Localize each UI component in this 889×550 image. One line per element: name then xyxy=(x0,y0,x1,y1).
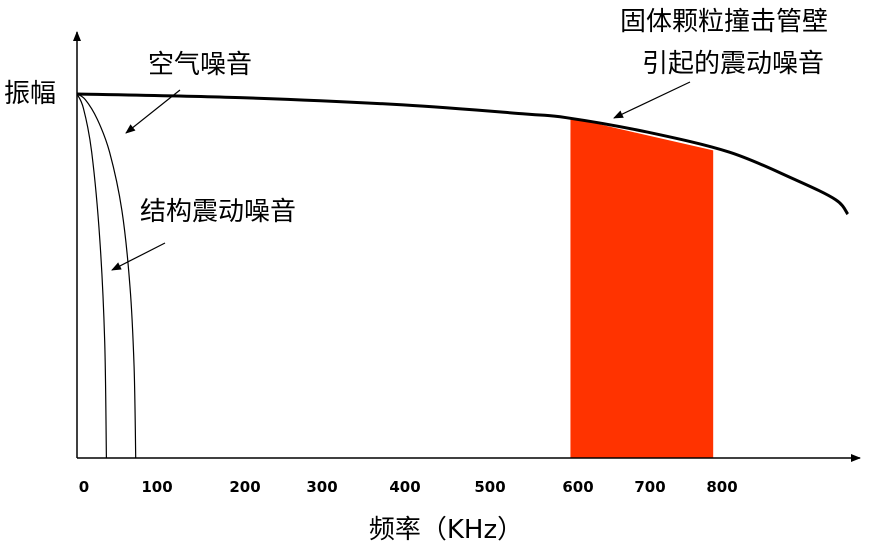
x-tick-label: 0 xyxy=(79,478,89,496)
annotation-particle-noise-line2: 引起的震动噪音 xyxy=(642,49,824,79)
x-tick-label: 500 xyxy=(474,478,505,496)
x-tick-label: 400 xyxy=(389,478,420,496)
x-axis-title: 频率（KHz） xyxy=(369,515,523,545)
x-tick-label: 700 xyxy=(634,478,665,496)
annotation-particle-noise-line1: 固体颗粒撞击管壁 xyxy=(620,7,828,37)
annotation-structure-noise: 结构震动噪音 xyxy=(140,197,296,227)
y-axis-title: 振幅 xyxy=(4,79,56,109)
x-tick-label: 200 xyxy=(229,478,260,496)
x-tick-label: 300 xyxy=(306,478,337,496)
x-tick-label: 800 xyxy=(706,478,737,496)
annotation-arrow-structure-noise xyxy=(111,242,166,271)
series-line-air-noise xyxy=(76,93,137,459)
x-tick-label: 100 xyxy=(141,478,172,496)
x-tick-labels: 0 100 200 300 400 500 600 700 800 xyxy=(79,478,738,496)
x-tick-label: 600 xyxy=(562,478,593,496)
highlight-region xyxy=(570,117,714,458)
annotation-arrow-particle-noise xyxy=(613,81,691,119)
series-line-structure-noise xyxy=(76,93,107,459)
series-line-particle-noise xyxy=(76,92,850,216)
annotation-air-noise: 空气噪音 xyxy=(148,50,252,80)
annotation-arrow-air-noise xyxy=(125,89,181,134)
